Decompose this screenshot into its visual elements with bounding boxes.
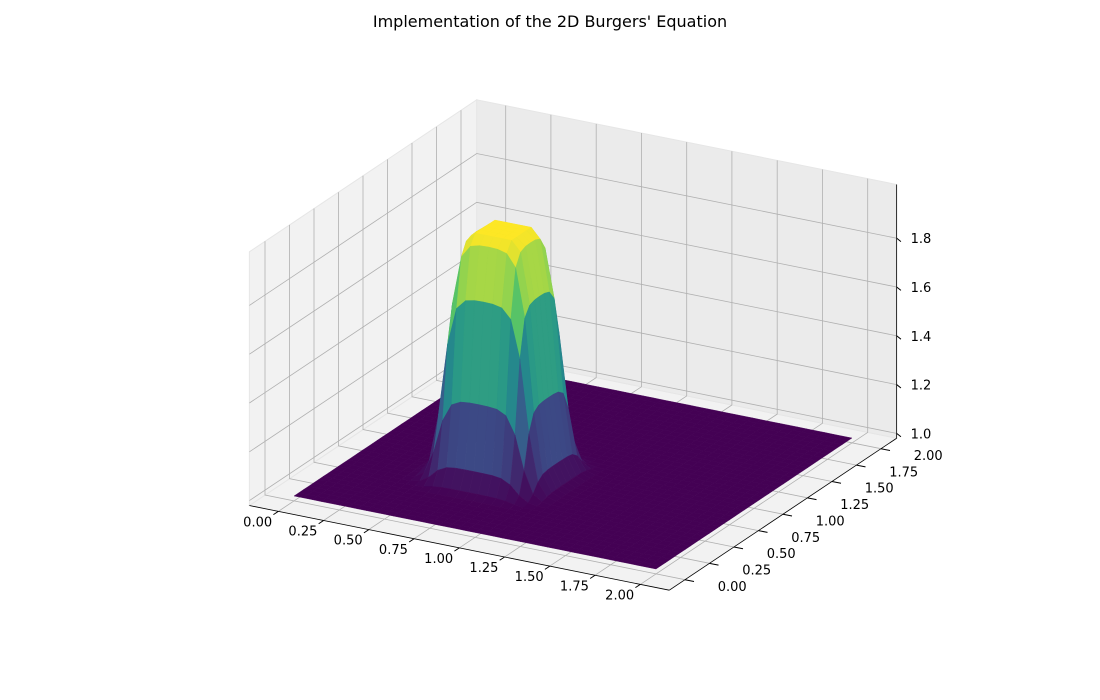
y-tick	[782, 513, 793, 517]
x-tick	[544, 565, 551, 570]
y-axis: 0.000.25 0.500.75 1.001.251.50 1.752.00	[669, 437, 943, 595]
y-tick-label: 0.00	[718, 580, 747, 595]
z-tick-label: 1.0	[911, 427, 932, 442]
z-tick-label: 1.8	[911, 232, 932, 247]
surface-facet	[646, 563, 662, 570]
y-tick-label: 1.00	[816, 514, 845, 529]
x-tick-label: 1.00	[424, 552, 453, 567]
z-tick	[896, 432, 902, 438]
x-tick-label: 1.50	[515, 570, 544, 585]
y-tick	[709, 562, 719, 566]
y-tick-label: 2.00	[914, 449, 943, 464]
y-tick	[880, 448, 891, 452]
x-grid-line	[640, 178, 869, 585]
z-tick	[896, 286, 902, 291]
y-tick	[807, 497, 817, 501]
x-tick	[635, 583, 641, 589]
x-tick-label: 0.00	[243, 515, 272, 530]
x-tick-label: 0.25	[288, 525, 317, 540]
x-tick-label: 0.50	[334, 534, 363, 549]
y-tick-label: 1.75	[889, 465, 918, 480]
x-tick-label: 1.75	[560, 579, 589, 594]
y-tick-label: 1.25	[840, 498, 869, 513]
x-tick	[499, 556, 505, 561]
z-grid-line	[249, 201, 897, 355]
z-tick	[896, 384, 902, 389]
x-axis: 0.00 0.25 0.50 0.75 1.00 1.25 1.50 1.75 2.00	[243, 505, 670, 603]
x-tick	[273, 510, 279, 516]
y-tick-label: 0.50	[767, 547, 796, 562]
z-tick	[896, 335, 902, 340]
x-tick-label: 1.25	[469, 561, 498, 576]
y-grid-line	[264, 241, 686, 581]
z-tick-label: 1.4	[911, 330, 932, 345]
y-tick	[856, 464, 866, 468]
y-tick-label: 0.75	[791, 531, 820, 546]
chart-title: Implementation of the 2D Burgers' Equati…	[373, 12, 727, 31]
z-tick-label: 1.2	[911, 379, 932, 394]
y-tick-label: 0.25	[742, 564, 771, 579]
x-tick	[589, 574, 596, 579]
x-tick	[318, 520, 324, 525]
x-tick-label: 0.75	[379, 543, 408, 558]
x-tick	[454, 547, 460, 552]
y-tick	[831, 480, 842, 484]
x-tick-label: 2.00	[605, 588, 634, 603]
x-tick	[408, 538, 415, 543]
y-tick	[684, 579, 695, 583]
y-tick-label: 1.50	[865, 482, 894, 497]
x-tick	[363, 529, 370, 534]
y-tick	[733, 546, 744, 550]
y-tick	[758, 530, 768, 533]
z-tick-label: 1.6	[911, 281, 932, 296]
z-grid-line	[249, 153, 897, 306]
surface-plot	[293, 219, 853, 570]
z-axis: 1.0 1.2 1.4 1.6 1.8	[896, 184, 932, 442]
z-tick	[896, 237, 902, 242]
